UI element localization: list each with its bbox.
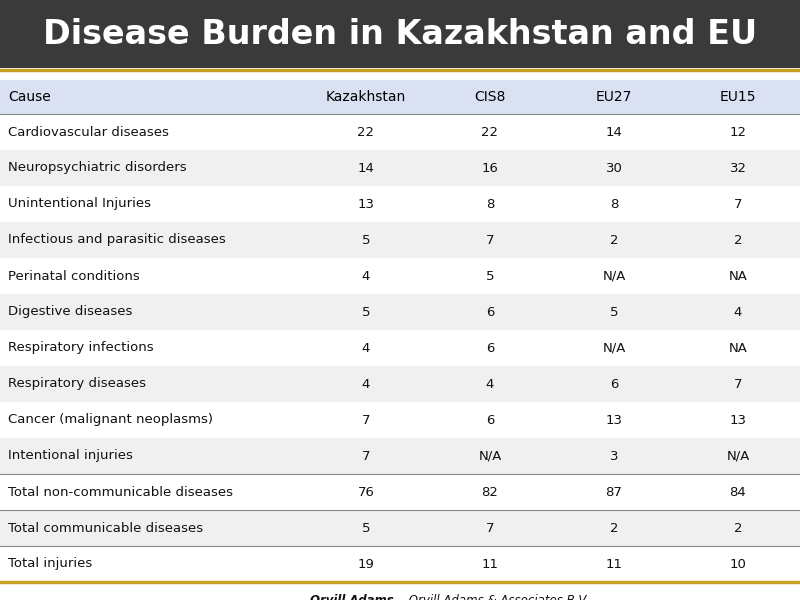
Text: 14: 14: [358, 161, 374, 175]
Text: 5: 5: [362, 305, 370, 319]
Text: 82: 82: [482, 485, 498, 499]
Text: Orvill Adams,: Orvill Adams,: [310, 593, 398, 600]
Text: 76: 76: [358, 485, 374, 499]
Text: 5: 5: [610, 305, 618, 319]
Text: 7: 7: [362, 413, 370, 427]
Text: Cause: Cause: [8, 90, 50, 104]
Text: 4: 4: [734, 305, 742, 319]
Text: Cardiovascular diseases: Cardiovascular diseases: [8, 125, 169, 139]
Text: NA: NA: [729, 341, 747, 355]
Text: 4: 4: [486, 377, 494, 391]
Bar: [0, 546, 800, 582]
Text: 4: 4: [362, 341, 370, 355]
Text: 2: 2: [610, 233, 618, 247]
Text: 84: 84: [730, 485, 746, 499]
Text: Total non-communicable diseases: Total non-communicable diseases: [8, 485, 233, 499]
Bar: [0, 222, 800, 258]
Bar: [0, 114, 800, 150]
Text: 7: 7: [734, 197, 742, 211]
Text: 5: 5: [486, 269, 494, 283]
Text: 4: 4: [362, 269, 370, 283]
Bar: [0, 258, 800, 294]
Bar: [0, 294, 800, 330]
Bar: [0, 510, 800, 546]
Text: 14: 14: [606, 125, 622, 139]
Bar: [0, 0, 800, 68]
Bar: [0, 330, 800, 366]
Text: 7: 7: [486, 521, 494, 535]
Text: 6: 6: [486, 305, 494, 319]
Text: 2: 2: [734, 233, 742, 247]
Text: Infectious and parasitic diseases: Infectious and parasitic diseases: [8, 233, 226, 247]
Bar: [0, 186, 800, 222]
Text: 8: 8: [610, 197, 618, 211]
Text: Intentional injuries: Intentional injuries: [8, 449, 133, 463]
Text: N/A: N/A: [602, 269, 626, 283]
Text: N/A: N/A: [478, 449, 502, 463]
Bar: [0, 474, 800, 510]
Text: 6: 6: [486, 413, 494, 427]
Text: 11: 11: [482, 557, 498, 571]
Text: Respiratory infections: Respiratory infections: [8, 341, 154, 355]
Text: 7: 7: [362, 449, 370, 463]
Text: 12: 12: [730, 125, 746, 139]
Text: 6: 6: [486, 341, 494, 355]
Text: 22: 22: [482, 125, 498, 139]
Text: 22: 22: [358, 125, 374, 139]
Text: Perinatal conditions: Perinatal conditions: [8, 269, 140, 283]
Text: 5: 5: [362, 521, 370, 535]
Text: Cancer (malignant neoplasms): Cancer (malignant neoplasms): [8, 413, 213, 427]
Text: 13: 13: [358, 197, 374, 211]
Text: 3: 3: [610, 449, 618, 463]
Text: N/A: N/A: [602, 341, 626, 355]
Bar: [0, 80, 800, 114]
Text: Digestive diseases: Digestive diseases: [8, 305, 132, 319]
Text: EU27: EU27: [596, 90, 632, 104]
Text: 6: 6: [610, 377, 618, 391]
Text: 4: 4: [362, 377, 370, 391]
Text: Total communicable diseases: Total communicable diseases: [8, 521, 203, 535]
Text: Disease Burden in Kazakhstan and EU: Disease Burden in Kazakhstan and EU: [43, 17, 757, 50]
Bar: [0, 150, 800, 186]
Text: 7: 7: [734, 377, 742, 391]
Text: 13: 13: [606, 413, 622, 427]
Text: 10: 10: [730, 557, 746, 571]
Text: Total injuries: Total injuries: [8, 557, 92, 571]
Text: N/A: N/A: [726, 449, 750, 463]
Text: 16: 16: [482, 161, 498, 175]
Text: 8: 8: [486, 197, 494, 211]
Text: 2: 2: [610, 521, 618, 535]
Text: 19: 19: [358, 557, 374, 571]
Text: 2: 2: [734, 521, 742, 535]
Text: 7: 7: [486, 233, 494, 247]
Text: Respiratory diseases: Respiratory diseases: [8, 377, 146, 391]
Bar: [0, 402, 800, 438]
Text: CIS8: CIS8: [474, 90, 506, 104]
Text: 87: 87: [606, 485, 622, 499]
Text: NA: NA: [729, 269, 747, 283]
Text: 5: 5: [362, 233, 370, 247]
Text: 32: 32: [730, 161, 746, 175]
Text: Orvill Adams & Associates B.V.: Orvill Adams & Associates B.V.: [405, 593, 589, 600]
Text: Kazakhstan: Kazakhstan: [326, 90, 406, 104]
Text: 11: 11: [606, 557, 622, 571]
Bar: [0, 438, 800, 474]
Text: EU15: EU15: [720, 90, 756, 104]
Bar: [0, 366, 800, 402]
Text: Unintentional Injuries: Unintentional Injuries: [8, 197, 151, 211]
Text: 30: 30: [606, 161, 622, 175]
Text: Neuropsychiatric disorders: Neuropsychiatric disorders: [8, 161, 186, 175]
Text: 13: 13: [730, 413, 746, 427]
